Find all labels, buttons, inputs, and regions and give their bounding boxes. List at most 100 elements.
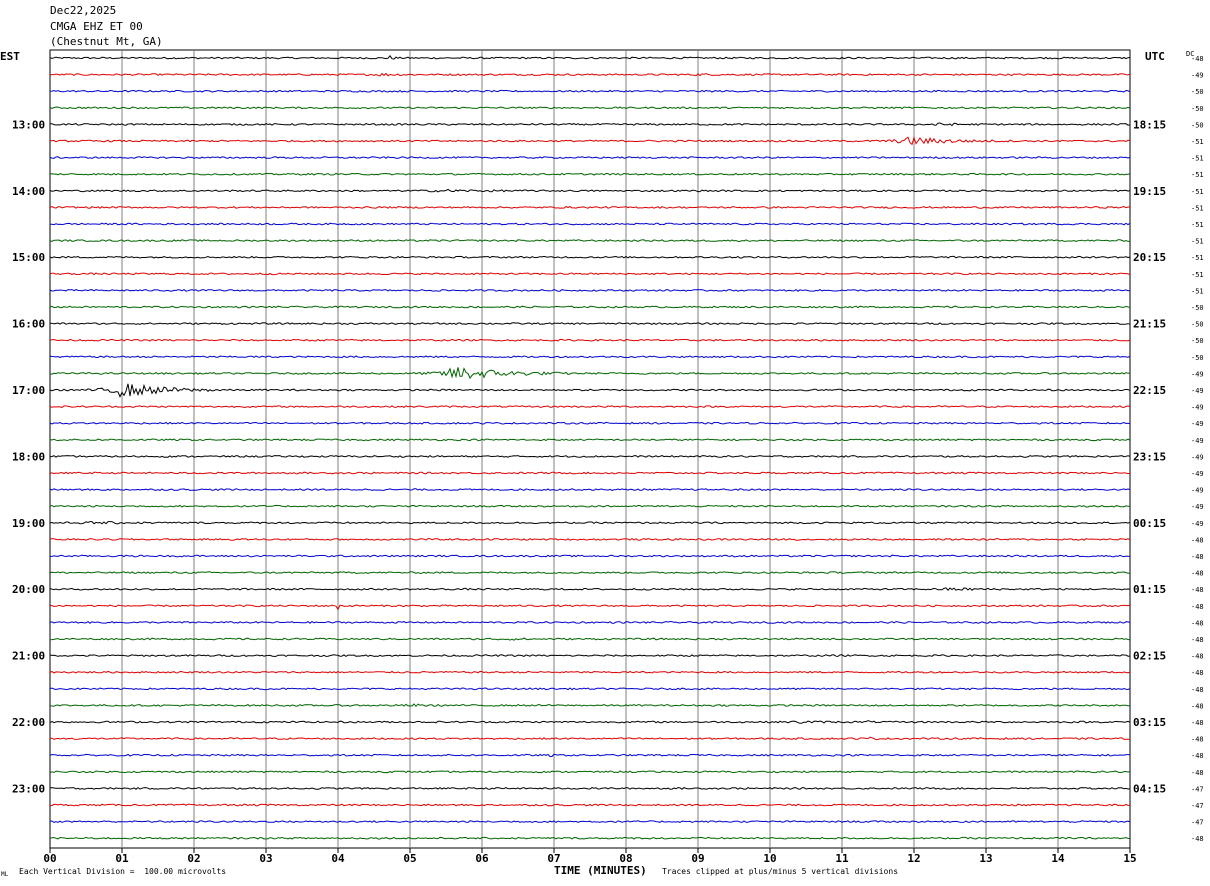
plot-frame	[49, 49, 1131, 849]
seismic-trace	[49, 272, 1131, 276]
seismic-trace	[49, 836, 1131, 840]
est-hour-label: 13:00	[12, 118, 45, 131]
x-tick-label: 04	[331, 852, 345, 865]
seismic-trace	[49, 305, 1131, 309]
seismic-trace	[49, 803, 1131, 807]
seismic-trace	[49, 504, 1131, 508]
seismic-trace	[50, 222, 1131, 226]
utc-hour-label: 01:15	[1133, 583, 1166, 596]
seismic-trace	[49, 188, 1131, 193]
seismic-trace	[49, 720, 1131, 724]
dc-offset-label: -51	[1191, 287, 1204, 295]
dc-offset-label: -48	[1191, 55, 1204, 63]
dc-offset-label: -50	[1191, 105, 1204, 113]
dc-offset-label: -48	[1191, 636, 1204, 644]
dc-offset-label: -48	[1191, 736, 1204, 744]
dc-offset-label: -47	[1191, 785, 1204, 793]
seismic-trace	[49, 770, 1131, 774]
est-hour-label: 16:00	[12, 318, 45, 331]
x-tick-label: 09	[691, 852, 704, 865]
utc-hour-label: 00:15	[1133, 517, 1166, 530]
seismic-trace	[49, 554, 1131, 558]
seismic-trace	[49, 383, 1131, 398]
utc-hour-label: 18:15	[1133, 118, 1166, 131]
seismic-trace	[49, 172, 1131, 176]
est-hour-label: 18:00	[12, 450, 45, 463]
scale-note: Each Vertical Division = 100.00 microvol…	[19, 867, 227, 876]
dc-offset-label: -50	[1191, 121, 1204, 129]
header-station: CMGA EHZ ET 00	[50, 20, 143, 33]
utc-hour-label: 03:15	[1133, 716, 1166, 729]
x-tick-label: 02	[187, 852, 200, 865]
seismic-trace	[49, 620, 1131, 624]
dc-offset-label: -48	[1191, 586, 1204, 594]
dc-offset-label: -48	[1191, 769, 1204, 777]
utc-hour-label: 20:15	[1133, 251, 1166, 264]
seismic-trace	[49, 122, 1131, 127]
dc-offset-label: -49	[1191, 520, 1204, 528]
seismic-trace	[49, 367, 1131, 379]
seismic-trace	[49, 703, 1130, 708]
dc-offset-label: -51	[1191, 171, 1204, 179]
seismic-trace	[49, 637, 1131, 641]
dc-offset-label: -51	[1191, 271, 1204, 279]
seismic-trace	[49, 654, 1131, 658]
x-tick-label: 07	[547, 852, 560, 865]
dc-offset-label: -48	[1191, 686, 1204, 694]
dc-offset-label: -49	[1191, 487, 1204, 495]
seismic-trace	[49, 521, 1131, 525]
dc-offset-label: -48	[1191, 835, 1204, 843]
seismic-trace	[49, 239, 1131, 243]
dc-offset-label: -51	[1191, 204, 1204, 212]
logo-mark: ML	[1, 871, 9, 878]
dc-offset-label: -51	[1191, 155, 1204, 163]
dc-offset-label: -50	[1191, 88, 1204, 96]
dc-offset-label: -51	[1191, 221, 1204, 229]
left-axis-label: EST	[0, 50, 20, 63]
dc-offset-label: -51	[1191, 254, 1204, 262]
utc-hour-label: 22:15	[1133, 384, 1166, 397]
x-tick-label: 15	[1123, 852, 1136, 865]
x-tick-label: 12	[907, 852, 920, 865]
seismic-trace	[49, 537, 1131, 541]
seismic-trace	[49, 421, 1131, 425]
seismic-trace	[49, 438, 1131, 442]
seismic-trace	[49, 72, 1131, 77]
x-tick-label: 05	[403, 852, 416, 865]
seismic-trace	[49, 820, 1131, 824]
seismic-trace	[49, 471, 1130, 475]
dc-offset-label: -50	[1191, 304, 1204, 312]
dc-offset-label: -49	[1191, 72, 1204, 80]
dc-offset-label: -48	[1191, 669, 1204, 677]
dc-offset-label: -49	[1191, 370, 1204, 378]
seismic-trace	[49, 604, 1131, 611]
dc-offset-label: -48	[1191, 603, 1204, 611]
dc-label: DC	[1186, 50, 1195, 58]
seismic-trace	[49, 205, 1130, 209]
seismic-trace	[49, 571, 1131, 574]
seismic-trace	[49, 156, 1131, 159]
dc-offset-label: -50	[1191, 337, 1204, 345]
seismic-trace	[49, 338, 1131, 342]
dc-offset-label: -48	[1191, 536, 1204, 544]
seismic-trace	[49, 54, 1131, 60]
utc-hour-label: 21:15	[1133, 318, 1166, 331]
seismic-trace	[49, 687, 1131, 691]
seismic-trace	[49, 736, 1130, 741]
clip-note: Traces clipped at plus/minus 5 vertical …	[662, 867, 899, 876]
header-date: Dec22,2025	[50, 4, 117, 17]
est-hour-label: 22:00	[12, 716, 45, 729]
x-tick-label: 14	[1051, 852, 1065, 865]
seismic-trace	[49, 587, 1131, 591]
dc-offset-label: -47	[1191, 802, 1204, 810]
seismic-trace	[49, 405, 1131, 408]
seismic-trace	[49, 255, 1131, 259]
est-hour-label: 15:00	[12, 251, 45, 264]
seismic-trace	[49, 454, 1131, 458]
x-tick-label: 11	[835, 852, 849, 865]
dc-offset-label: -48	[1191, 570, 1204, 578]
utc-hour-label: 19:15	[1133, 185, 1166, 198]
dc-offset-label: -48	[1191, 719, 1204, 727]
x-axis-title: TIME (MINUTES)	[554, 864, 647, 877]
